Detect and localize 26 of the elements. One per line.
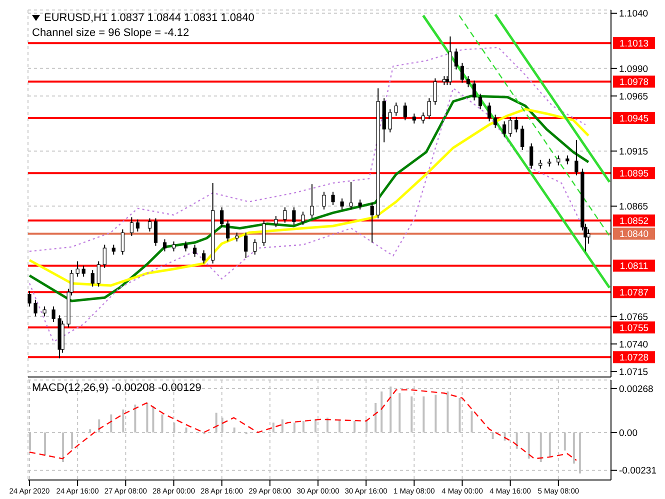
y-tick-label: 1.0865 (619, 202, 648, 213)
y-tick-label: 1.0765 (619, 312, 648, 323)
ref-line-label: 1.0728 (619, 352, 649, 364)
ref-line-label: 1.0840 (619, 229, 649, 240)
line-series (28, 88, 586, 342)
y-tick-label: 1.0740 (619, 339, 648, 350)
ref-line-label: 1.0978 (619, 77, 649, 88)
ref-line-label: 1.0945 (619, 114, 649, 125)
y-tick-label: -0.00231 (619, 466, 657, 477)
ref-line-label: 1.0787 (619, 288, 649, 299)
line-series (28, 46, 586, 252)
chart-title: EURUSD,H1 1.0837 1.0844 1.0831 1.0840 (44, 12, 254, 24)
ref-line-label: 1.0811 (620, 261, 648, 272)
y-tick-label: 1.0965 (619, 91, 648, 102)
y-tick-label: 1.1040 (619, 8, 648, 20)
y-tick-label: 1.0915 (619, 146, 648, 158)
y-tick-label: 0.00268 (619, 384, 654, 395)
ref-line-label: 1.0755 (619, 322, 649, 334)
y-tick-label: 1.0990 (619, 64, 648, 75)
chart-title: MACD(12,26,9) -0.00208 -0.00129 (32, 382, 202, 394)
ref-line-label: 1.0852 (619, 216, 649, 227)
ref-line-label: 1.1013 (619, 38, 649, 50)
y-tick-label: 1.0715 (619, 366, 648, 378)
y-tick-label: 0.00 (619, 428, 638, 439)
ref-line-label: 1.0895 (619, 168, 649, 180)
text: Channel size = 96 Slope = -4.12 (32, 26, 190, 41)
